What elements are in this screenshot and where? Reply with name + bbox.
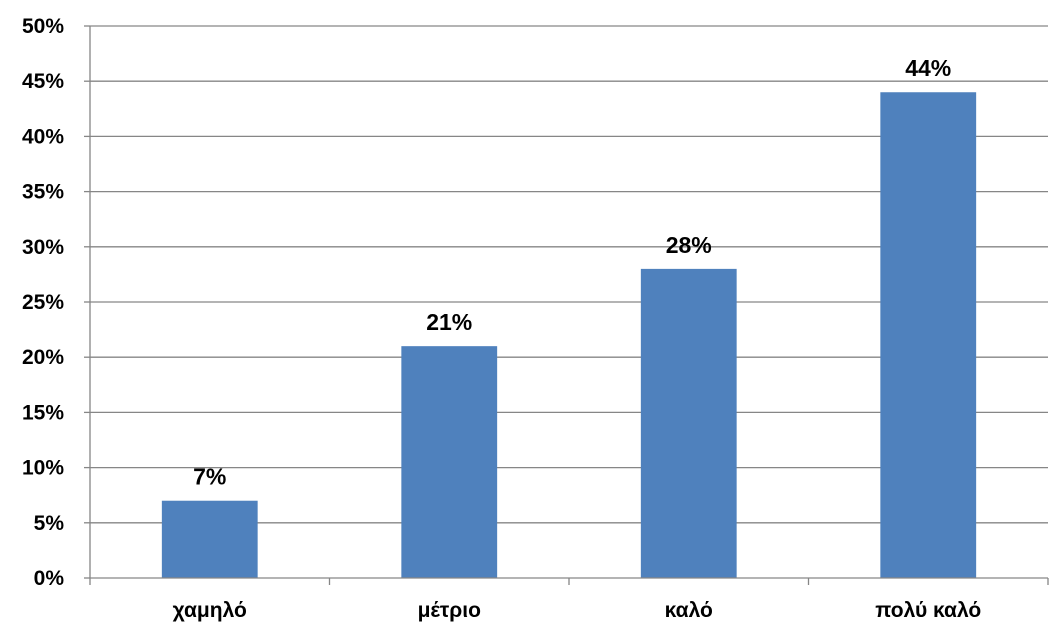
data-labels: 7% 21% 28% 44% (193, 55, 951, 489)
x-category-label: χαμηλό (173, 599, 247, 622)
y-tick-label: 0% (34, 567, 65, 590)
y-tick-label: 45% (22, 70, 64, 93)
data-label: 44% (905, 55, 951, 81)
x-category-label: καλό (665, 599, 713, 622)
bars (161, 92, 977, 579)
y-tick-label: 15% (22, 401, 64, 424)
y-tick-label: 40% (22, 125, 64, 148)
x-category-labels: χαμηλό μέτριο καλό πολύ καλό (173, 599, 982, 622)
bar (880, 92, 977, 579)
bar (161, 500, 258, 578)
y-tick-label: 35% (22, 181, 64, 204)
y-tick-labels: 0% 5% 10% 15% 20% 25% 30% 35% 40% 45% 50% (22, 15, 64, 590)
data-label: 7% (193, 464, 226, 490)
gridlines (90, 25, 1048, 524)
y-tick-label: 20% (22, 346, 64, 369)
x-category-label: πολύ καλό (875, 599, 981, 622)
y-tick-label: 5% (34, 512, 65, 535)
bar (401, 346, 498, 578)
bar (640, 268, 737, 578)
data-label: 28% (666, 232, 712, 258)
y-tick-label: 25% (22, 291, 64, 314)
axes (84, 25, 1049, 585)
x-category-label: μέτριο (418, 599, 481, 622)
y-tick-label: 30% (22, 236, 64, 259)
y-tick-label: 10% (22, 457, 64, 480)
y-tick-label: 50% (22, 15, 64, 38)
data-label: 21% (426, 309, 472, 335)
